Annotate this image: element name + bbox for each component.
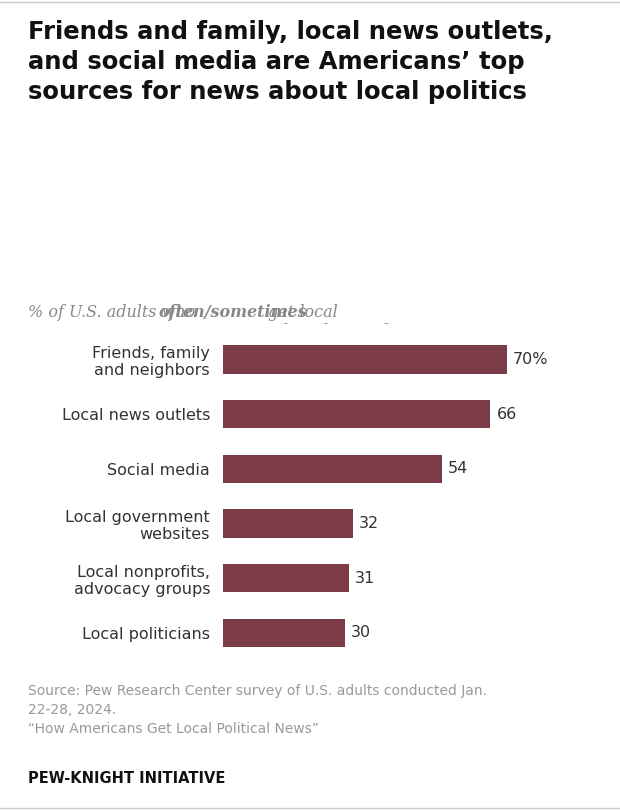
Bar xyxy=(223,509,353,538)
Text: 32: 32 xyxy=(359,516,379,531)
Text: 66: 66 xyxy=(497,407,516,422)
Text: Friends and family, local news outlets,
and social media are Americans’ top
sour: Friends and family, local news outlets, … xyxy=(28,20,553,104)
Text: 30: 30 xyxy=(351,625,371,640)
Text: 31: 31 xyxy=(355,570,375,586)
Text: Source: Pew Research Center survey of U.S. adults conducted Jan.
22-28, 2024.
“H: Source: Pew Research Center survey of U.… xyxy=(28,684,487,736)
Bar xyxy=(223,454,442,483)
Bar xyxy=(223,564,348,592)
Bar xyxy=(223,345,507,373)
Text: PEW-KNIGHT INITIATIVE: PEW-KNIGHT INITIATIVE xyxy=(28,771,225,787)
Text: % of U.S. adults who: % of U.S. adults who xyxy=(28,304,200,321)
Text: 70%: 70% xyxy=(513,352,548,367)
Text: 54: 54 xyxy=(448,462,468,476)
Bar xyxy=(223,400,490,428)
Bar xyxy=(223,619,345,647)
Text: often/sometimes: often/sometimes xyxy=(158,304,307,321)
Text: get local
political news from …: get local political news from … xyxy=(263,304,440,340)
